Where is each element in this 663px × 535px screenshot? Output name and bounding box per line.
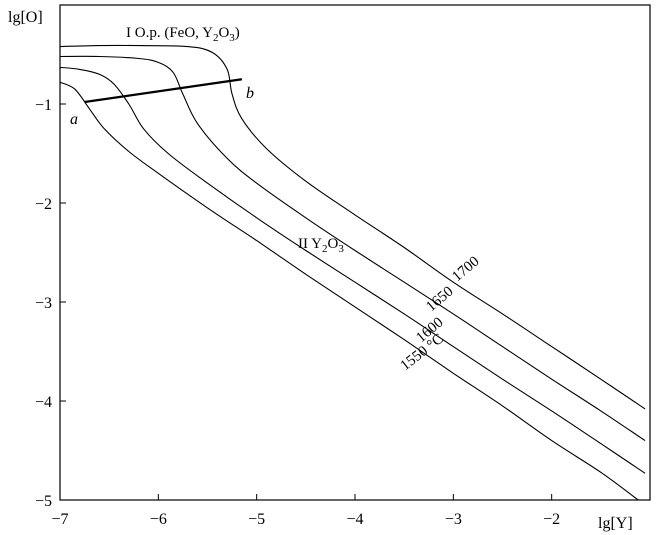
plot-frame — [59, 4, 651, 501]
isotherm-line-0 — [59, 44, 646, 410]
point-a-label: a — [70, 111, 78, 128]
y-axis-label: lg[O] — [8, 9, 43, 26]
x-tick-label: −7 — [51, 511, 68, 528]
series-label-1650: 1650 — [423, 284, 456, 316]
point-b-label: b — [246, 85, 254, 102]
line-ab-segment — [84, 78, 243, 104]
y-tick-label: −5 — [35, 493, 52, 510]
y-tick-label: −4 — [35, 394, 52, 411]
x-axis-label: lg[Y] — [598, 515, 633, 532]
isotherm-curves — [59, 44, 646, 501]
series-label-1700: 1700 — [449, 254, 482, 286]
region-II-label: II Y2O3 — [298, 236, 344, 255]
axes — [59, 4, 651, 501]
y-tick-label: −2 — [35, 196, 52, 213]
y-tick-label: −3 — [35, 295, 52, 312]
x-tick-label: −2 — [543, 511, 560, 528]
x-tick-label: −5 — [248, 511, 265, 528]
x-tick-labels: −7 −6 −5 −4 −3 −2 — [51, 511, 560, 528]
isotherm-line-3 — [59, 81, 639, 501]
isotherm-line-2 — [59, 66, 646, 474]
region-I-label: I O.p. (FeO, Y2O3) — [126, 25, 240, 44]
x-tick-label: −4 — [346, 511, 363, 528]
x-tick-label: −6 — [150, 511, 167, 528]
x-tick-label: −3 — [445, 511, 462, 528]
isotherm-line-1 — [59, 55, 646, 442]
line-ab — [84, 78, 243, 104]
y-tick-label: −1 — [35, 97, 52, 114]
y-tick-labels: −1 −2 −3 −4 −5 — [35, 97, 52, 510]
